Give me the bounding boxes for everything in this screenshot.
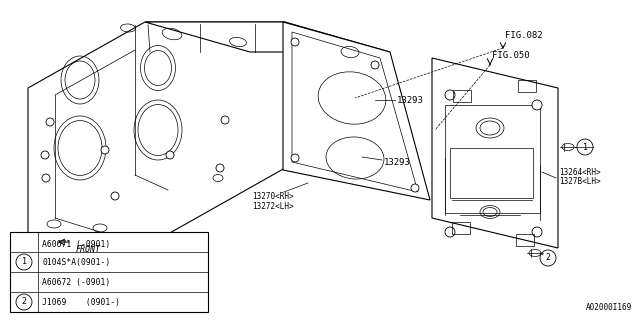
Circle shape	[411, 184, 419, 192]
Bar	[453, 90, 471, 102]
Text: FIG.050: FIG.050	[492, 51, 530, 60]
Circle shape	[445, 227, 455, 237]
Text: 2: 2	[545, 253, 550, 262]
Text: 13264<RH>: 13264<RH>	[559, 167, 600, 177]
Text: 13272<LH>: 13272<LH>	[252, 202, 294, 211]
Circle shape	[16, 254, 32, 270]
Circle shape	[291, 154, 299, 162]
Polygon shape	[145, 22, 390, 52]
Circle shape	[101, 146, 109, 154]
Circle shape	[46, 118, 54, 126]
Circle shape	[16, 294, 32, 310]
Bar	[445, 105, 540, 213]
Circle shape	[532, 227, 542, 237]
Text: 13293: 13293	[397, 95, 424, 105]
Circle shape	[532, 100, 542, 110]
Bar	[516, 234, 534, 246]
Text: 0104S*A(0901-): 0104S*A(0901-)	[42, 258, 110, 267]
Text: 13270<RH>: 13270<RH>	[252, 192, 294, 201]
Text: 2: 2	[22, 298, 26, 307]
Bar	[452, 222, 470, 234]
Bar	[10, 232, 208, 312]
Polygon shape	[283, 22, 430, 200]
Circle shape	[445, 90, 455, 100]
Text: FRONT: FRONT	[76, 245, 101, 254]
Circle shape	[371, 61, 379, 69]
Circle shape	[166, 151, 174, 159]
Circle shape	[41, 151, 49, 159]
Text: A60672 (-0901): A60672 (-0901)	[42, 277, 110, 286]
Text: A02000I169: A02000I169	[586, 303, 632, 312]
Circle shape	[291, 38, 299, 46]
Text: 1327B<LH>: 1327B<LH>	[559, 177, 600, 186]
Circle shape	[221, 116, 229, 124]
Bar	[518, 80, 536, 92]
Bar	[450, 148, 533, 198]
Text: 1: 1	[22, 258, 26, 267]
Circle shape	[216, 164, 224, 172]
Circle shape	[540, 250, 556, 266]
Polygon shape	[28, 22, 285, 234]
Text: J1069    (0901-): J1069 (0901-)	[42, 298, 120, 307]
Circle shape	[111, 192, 119, 200]
Polygon shape	[432, 58, 558, 248]
Text: 1: 1	[582, 142, 588, 151]
Circle shape	[577, 139, 593, 155]
Text: FIG.082: FIG.082	[505, 31, 543, 40]
Circle shape	[42, 174, 50, 182]
Text: 13293: 13293	[384, 157, 411, 166]
Text: A60671 (-0901): A60671 (-0901)	[42, 239, 110, 249]
